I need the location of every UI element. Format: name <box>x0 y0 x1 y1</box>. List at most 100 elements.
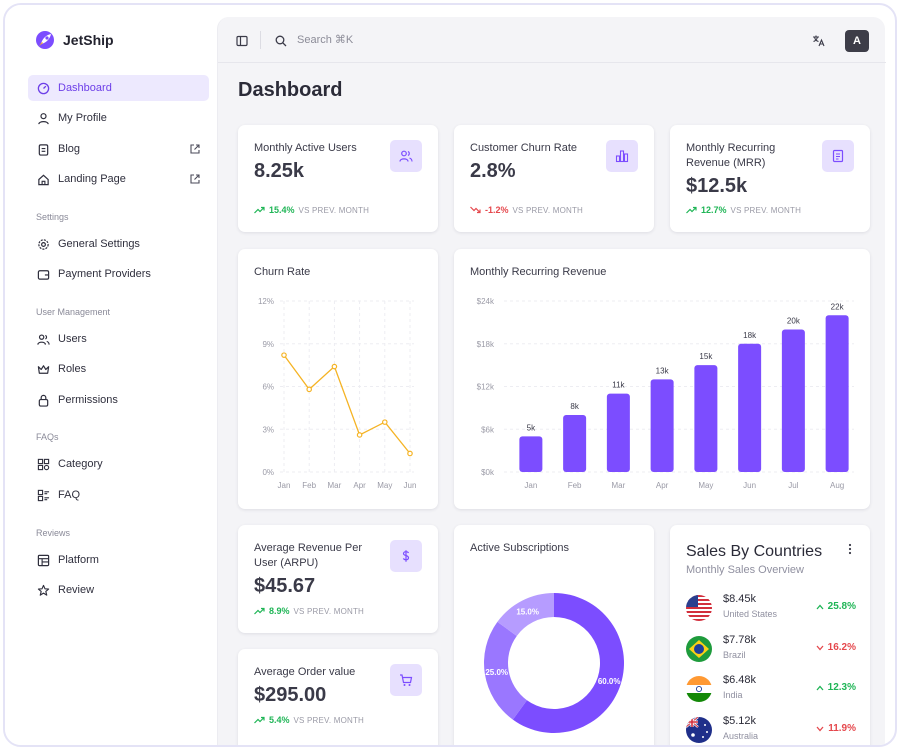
search-icon[interactable] <box>275 35 287 47</box>
bar-value-label: 22k <box>831 302 845 311</box>
chevron-up-icon <box>816 604 824 609</box>
country-change: 11.9% <box>816 723 856 734</box>
bar[interactable] <box>563 415 587 472</box>
chart-title: Monthly Recurring Revenue <box>470 266 607 278</box>
data-point[interactable] <box>356 432 363 438</box>
bar[interactable] <box>781 329 805 473</box>
stat-trend: -1.2% VS PREV. MONTH <box>470 205 583 215</box>
brazil-flag-icon <box>686 636 712 662</box>
section-label-settings: Settings <box>36 212 69 222</box>
slice-label: 15.0% <box>516 607 539 616</box>
bar[interactable] <box>738 343 762 472</box>
sidebar-item-general-settings[interactable]: General Settings <box>28 231 209 257</box>
donut-slice[interactable] <box>484 621 527 720</box>
slice-label: 25.0% <box>485 668 508 677</box>
sidebar-item-users[interactable]: Users <box>28 326 209 352</box>
sidebar-item-permissions[interactable]: Permissions <box>28 387 209 413</box>
country-amount: $6.48k <box>723 674 757 686</box>
bar[interactable] <box>650 379 674 472</box>
sidebar-item-label: My Profile <box>58 112 107 124</box>
stat-note: VS PREV. MONTH <box>298 205 370 215</box>
lock-icon <box>38 394 49 407</box>
country-amount: $7.78k <box>723 634 757 646</box>
y-tick-label: $6k <box>481 425 495 434</box>
brand[interactable]: JetShip <box>35 30 114 50</box>
stat-note: VS PREV. MONTH <box>293 715 365 725</box>
sidebar-item-my-profile[interactable]: My Profile <box>28 105 209 131</box>
x-tick-label: Feb <box>568 481 582 490</box>
sidebar-item-label: Review <box>58 584 95 596</box>
india-flag-icon <box>686 676 712 702</box>
bar-value-label: 20k <box>787 317 801 326</box>
sidebar-item-faq[interactable]: FAQ <box>28 482 209 508</box>
x-tick-label: Jun <box>404 481 417 490</box>
country-row-australia[interactable]: $5.12k Australia 11.9% <box>686 714 856 745</box>
x-tick-label: Jan <box>524 481 537 490</box>
topbar-divider <box>260 31 261 49</box>
country-change: 25.8% <box>816 601 856 612</box>
dashboard-gauge-icon <box>37 82 50 94</box>
main-content: Search ⌘K A Dashboard Monthly Active Use… <box>217 17 886 745</box>
sidebar-item-landing-page[interactable]: Landing Page <box>28 166 209 192</box>
more-vertical-icon[interactable] <box>848 543 852 555</box>
chevron-down-icon <box>816 726 824 731</box>
active-subscriptions-donut-chart: 60.0% 25.0% 15.0% <box>484 593 624 733</box>
country-row-brazil[interactable]: $7.78k Brazil 16.2% <box>686 633 856 669</box>
sidebar-item-label: General Settings <box>58 238 140 250</box>
data-point[interactable] <box>306 386 313 393</box>
stat-card-average-order-value: Average Order value $295.00 5.4% VS PREV… <box>238 649 438 745</box>
y-tick-label: $12k <box>477 383 495 392</box>
stat-label: Monthly Recurring Revenue (MRR) <box>686 142 776 169</box>
search-input[interactable]: Search ⌘K <box>297 34 354 46</box>
bar[interactable] <box>694 365 718 472</box>
sidebar-item-label: FAQ <box>58 489 81 501</box>
x-tick-label: Feb <box>302 481 316 490</box>
stat-card-customer-churn-rate: Customer Churn Rate 2.8% -1.2% VS PREV. … <box>454 125 654 232</box>
stat-label: Monthly Active Users <box>254 142 357 154</box>
app-window: JetShip Dashboard My Profile Blog Landin… <box>3 3 897 747</box>
sidebar-item-label: Category <box>58 458 103 470</box>
trend-up-icon <box>254 716 265 724</box>
stat-note: VS PREV. MONTH <box>512 205 584 215</box>
sidebar-item-blog[interactable]: Blog <box>28 136 209 162</box>
y-tick-label: 9% <box>262 340 274 349</box>
y-tick-label: $24k <box>477 297 495 306</box>
sidebar-toggle-icon[interactable] <box>236 35 248 47</box>
dollar-icon <box>390 540 422 572</box>
data-point[interactable] <box>331 363 338 370</box>
users-icon <box>37 333 50 345</box>
bar-value-label: 8k <box>570 402 579 411</box>
sidebar-item-category[interactable]: Category <box>28 451 209 477</box>
sidebar-item-dashboard[interactable]: Dashboard <box>28 75 209 101</box>
bar-value-label: 5k <box>527 423 536 432</box>
category-grid-icon <box>37 458 50 470</box>
bar[interactable] <box>606 393 630 472</box>
stat-trend: 8.9% VS PREV. MONTH <box>254 606 364 616</box>
country-change-value: 12.3% <box>827 682 856 693</box>
bar[interactable] <box>519 436 543 472</box>
data-point[interactable] <box>407 450 413 457</box>
sidebar-item-roles[interactable]: Roles <box>28 356 209 382</box>
avatar[interactable]: A <box>845 30 869 52</box>
stat-label: Average Order value <box>254 666 356 678</box>
slice-label: 60.0% <box>598 677 621 686</box>
donut-slice[interactable] <box>497 593 554 636</box>
chart-title: Active Subscriptions <box>470 542 570 554</box>
country-row-united-states[interactable]: $8.45k United States 25.8% <box>686 592 856 628</box>
external-link-icon <box>190 144 200 154</box>
chevron-up-icon <box>816 685 824 690</box>
home-icon <box>38 174 49 185</box>
sidebar: JetShip Dashboard My Profile Blog Landin… <box>5 5 219 745</box>
sidebar-item-platform[interactable]: Platform <box>28 547 209 573</box>
x-tick-label: Apr <box>656 481 669 490</box>
bar[interactable] <box>825 315 849 472</box>
translate-icon[interactable] <box>812 34 825 47</box>
country-name: Brazil <box>723 650 746 660</box>
sidebar-item-payment-providers[interactable]: Payment Providers <box>28 261 209 287</box>
sidebar-item-review[interactable]: Review <box>28 577 209 603</box>
data-point[interactable] <box>281 352 287 358</box>
donut-slice[interactable] <box>512 593 624 733</box>
stat-value: 8.25k <box>254 160 305 182</box>
data-point[interactable] <box>382 419 388 425</box>
country-row-india[interactable]: $6.48k India 12.3% <box>686 673 856 709</box>
